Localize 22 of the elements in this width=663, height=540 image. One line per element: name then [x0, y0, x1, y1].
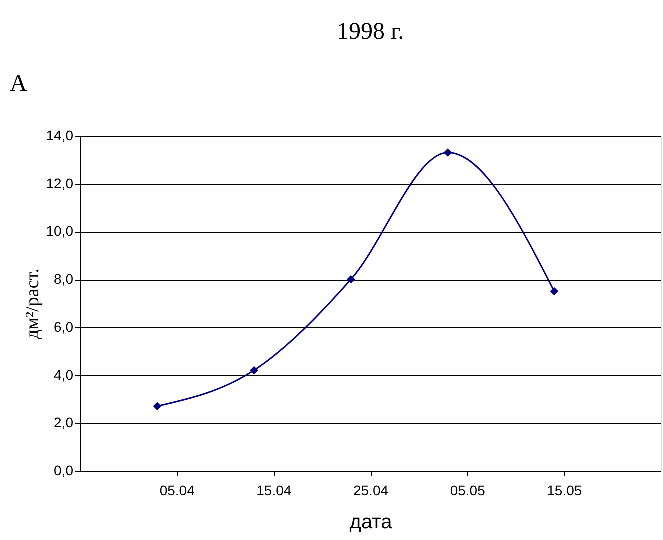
- x-axis-title: дата: [350, 512, 394, 534]
- point: [153, 402, 162, 411]
- y-tick-label: 8,0: [54, 271, 74, 288]
- y-tick-label: 0,0: [54, 462, 74, 478]
- y-tick-label: 6,0: [54, 318, 74, 335]
- y-tick-label: 10,0: [46, 223, 74, 240]
- x-tick-label: 05.04: [160, 482, 196, 498]
- point: [346, 275, 356, 284]
- point: [550, 287, 559, 296]
- text: A: [10, 71, 28, 97]
- x-tick-label: 25.04: [353, 482, 389, 498]
- y-tick-label: 14,0: [46, 128, 74, 144]
- y-tick-label: 2,0: [54, 414, 74, 431]
- x-tick-label: 05.05: [450, 482, 486, 498]
- y-axis-title: дм²/раст.: [22, 268, 44, 340]
- x-tick-label: 15.05: [547, 482, 582, 498]
- point: [444, 148, 452, 157]
- y-tick-label: 4,0: [54, 366, 74, 383]
- point: [250, 366, 258, 375]
- chart-title: 1998 г.: [336, 19, 404, 45]
- y-tick-label: 12,0: [46, 175, 74, 192]
- x-tick-label: 15.04: [256, 482, 292, 498]
